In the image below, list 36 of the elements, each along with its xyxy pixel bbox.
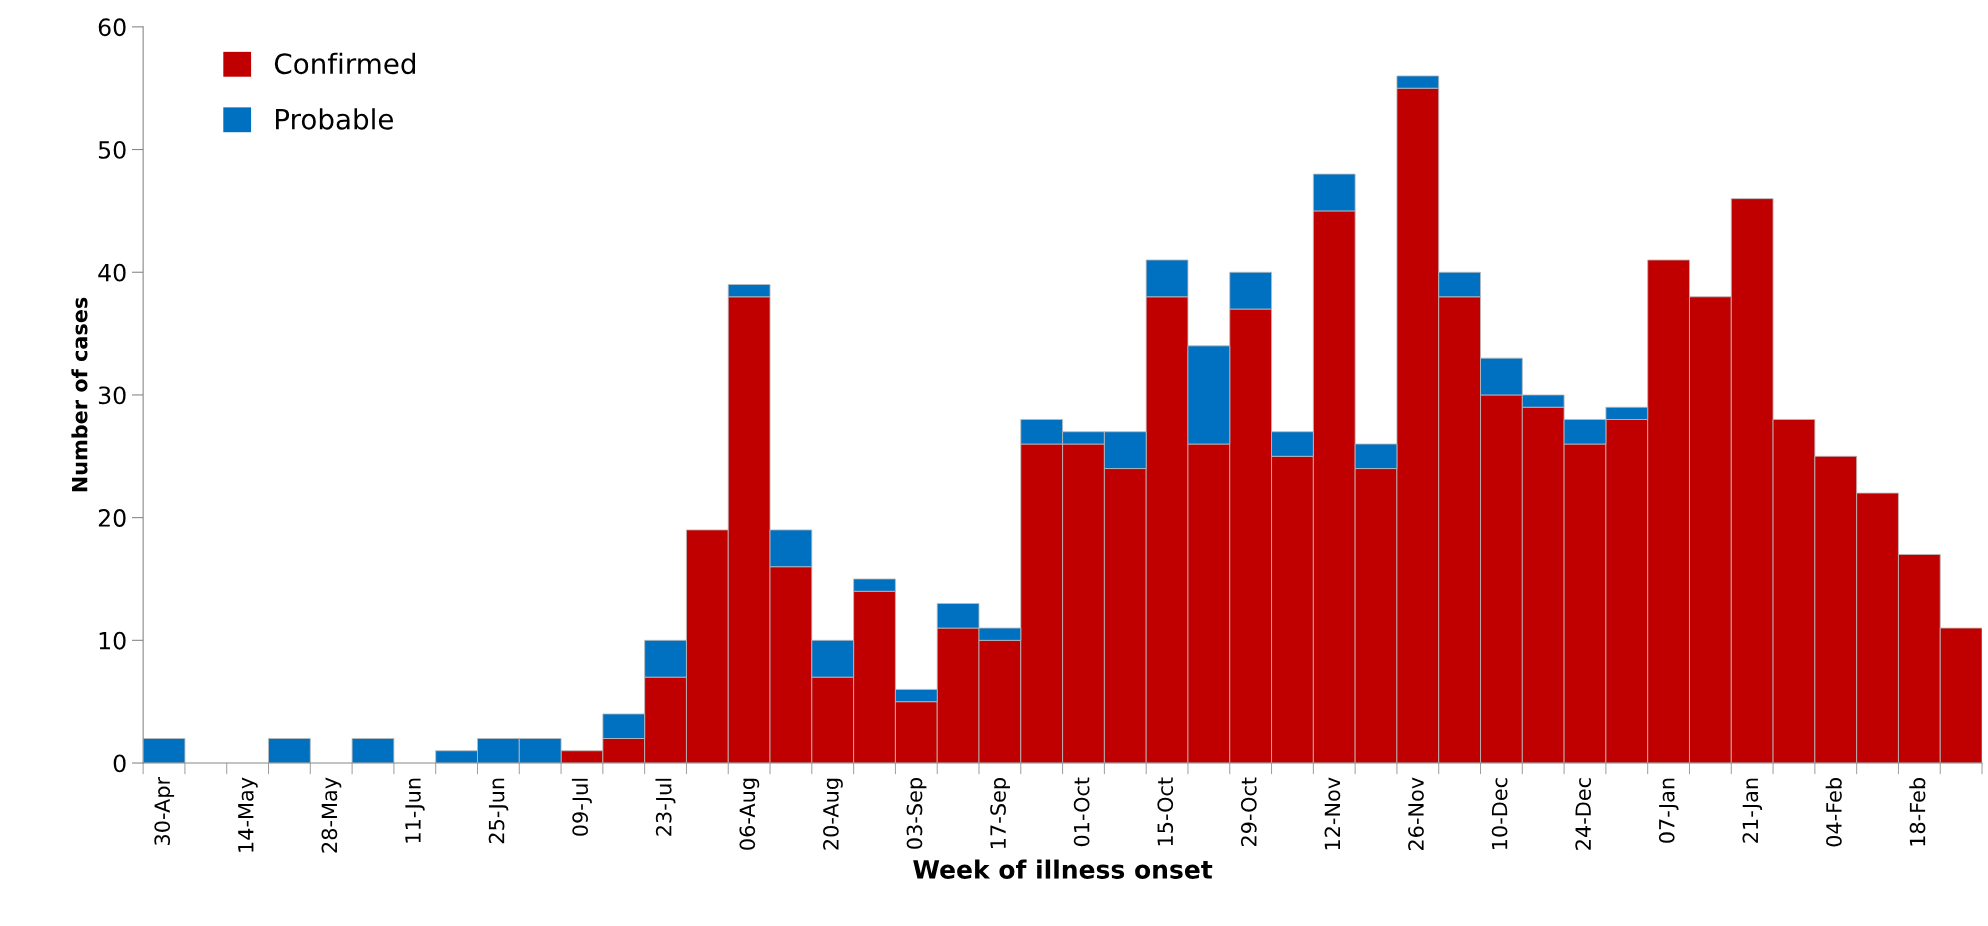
x-tick-label: 06-Aug	[739, 778, 760, 850]
y-axis-title: Number of cases	[71, 297, 88, 492]
x-tick-label: 04-Feb	[1825, 778, 1842, 847]
x-tick-label: 11-Jun	[405, 778, 425, 843]
y-tick-label: 50	[98, 141, 126, 159]
bar	[143, 738, 186, 764]
x-tick-label: 12-Nov	[1324, 777, 1341, 850]
x-tick-label: 24-Dec	[1575, 778, 1592, 850]
y-tick-label: 0	[113, 754, 126, 773]
legend-label: Probable	[276, 108, 393, 130]
legend-label: Confirmed	[274, 52, 415, 75]
y-tick-label: 20	[98, 509, 126, 527]
x-axis-title: Week of illness onset	[913, 859, 1213, 879]
bar	[268, 738, 311, 764]
x-tick-label: 23-Jul	[655, 778, 676, 836]
y-tick-label: 60	[98, 18, 126, 37]
x-tick-label: 25-Jun	[488, 778, 509, 844]
x-tick-label: 15-Oct	[1157, 777, 1174, 846]
x-tick-label: 20-Aug	[823, 778, 843, 850]
x-tick-label: 07-Jan	[1658, 778, 1679, 843]
x-tick-label: 09-Jul	[571, 778, 592, 836]
x-tick-label: 26-Nov	[1408, 777, 1424, 851]
x-tick-label: 01-Oct	[1073, 777, 1090, 847]
y-tick-label: 30	[98, 386, 126, 405]
y-tick-label: 10	[99, 631, 126, 650]
bar	[351, 738, 395, 764]
x-tick-label: 30-Apr	[154, 776, 175, 845]
x-tick-label: 18-Feb	[1909, 778, 1926, 846]
x-tick-label: 28-May	[321, 777, 342, 853]
x-tick-label: 17-Sep	[990, 778, 1010, 848]
x-tick-label: 29-Oct	[1240, 777, 1257, 847]
x-tick-label: 03-Sep	[906, 778, 927, 849]
x-tick-label: 10-Dec	[1491, 778, 1508, 849]
x-tick-label: 14-May	[238, 777, 258, 852]
x-tick-label: 21-Jan	[1742, 778, 1763, 843]
y-tick-label: 40	[98, 263, 126, 282]
